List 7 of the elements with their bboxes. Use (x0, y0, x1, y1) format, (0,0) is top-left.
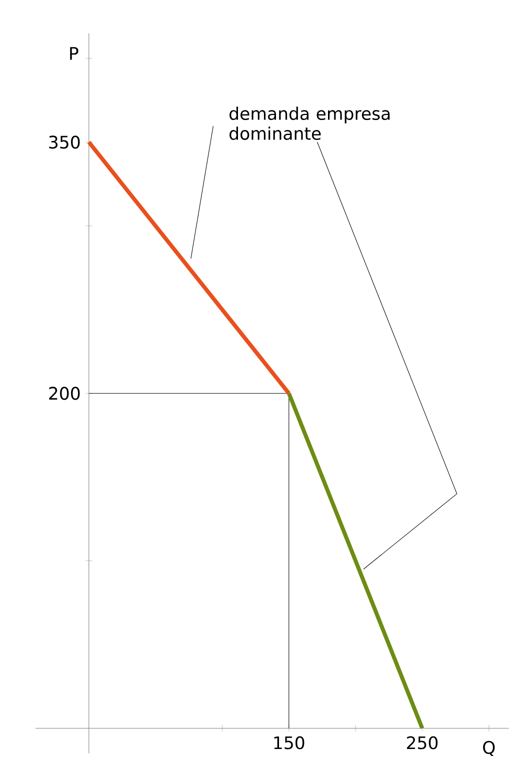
y-tick-label: 350 (49, 136, 80, 149)
y-tick-label: 200 (49, 386, 80, 400)
y-axis-title: P (70, 47, 78, 60)
x-tick-label: 250 (406, 736, 438, 750)
x-axis-title: Q (482, 740, 495, 756)
x-tick-label: 150 (274, 736, 304, 750)
annotation: demanda empresa dominante (229, 106, 390, 140)
